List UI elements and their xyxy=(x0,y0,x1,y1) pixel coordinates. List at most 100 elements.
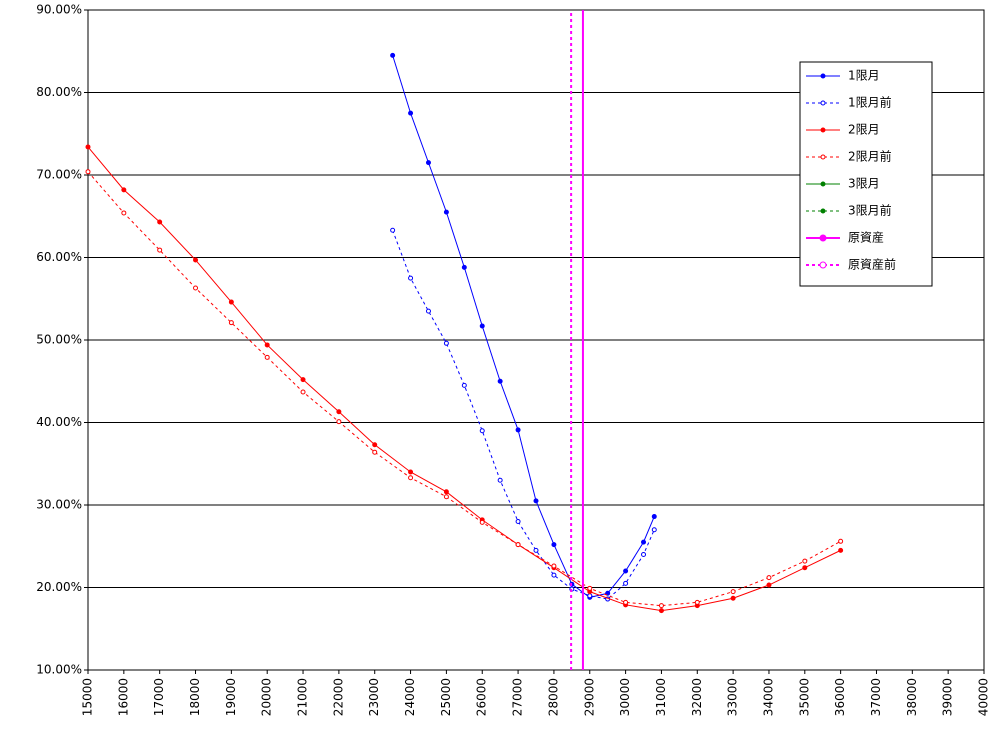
y-tick-label: 50.00% xyxy=(36,333,82,347)
point xyxy=(85,169,91,175)
point xyxy=(730,589,736,595)
point xyxy=(408,275,414,281)
x-tick-label: 27000 xyxy=(511,678,525,716)
x-tick-label: 22000 xyxy=(331,678,345,716)
point xyxy=(766,582,772,588)
point xyxy=(390,227,396,233)
point xyxy=(533,547,539,553)
x-tick-label: 34000 xyxy=(761,678,775,716)
point xyxy=(479,428,485,434)
x-tick-label: 25000 xyxy=(439,678,453,716)
x-tick-label: 37000 xyxy=(869,678,883,716)
point xyxy=(157,247,163,253)
point xyxy=(443,494,449,500)
legend-label: 1限月 xyxy=(848,69,880,83)
point xyxy=(443,489,449,495)
point xyxy=(641,539,647,545)
x-tick-label: 32000 xyxy=(690,678,704,716)
point xyxy=(651,527,657,533)
legend-label: 3限月 xyxy=(848,177,880,191)
x-tick-label: 30000 xyxy=(618,678,632,716)
point xyxy=(85,144,91,150)
point xyxy=(479,323,485,329)
point xyxy=(623,568,629,574)
x-tick-label: 26000 xyxy=(475,678,489,716)
series-line xyxy=(392,55,655,598)
x-tick-label: 31000 xyxy=(654,678,668,716)
legend-box xyxy=(799,61,933,287)
point xyxy=(551,542,557,548)
point xyxy=(838,538,844,544)
point xyxy=(658,603,664,609)
point xyxy=(264,342,270,348)
point xyxy=(372,449,378,455)
point xyxy=(479,519,485,525)
point xyxy=(497,477,503,483)
point xyxy=(408,110,414,116)
point xyxy=(461,382,467,388)
y-tick-label: 30.00% xyxy=(36,498,82,512)
point xyxy=(497,378,503,384)
point xyxy=(300,389,306,395)
legend-marker xyxy=(819,234,827,242)
y-tick-label: 90.00% xyxy=(36,3,82,17)
x-tick-label: 20000 xyxy=(260,678,274,716)
point xyxy=(515,427,521,433)
legend-label: 2限月 xyxy=(848,123,880,137)
point xyxy=(730,595,736,601)
point xyxy=(228,299,234,305)
x-tick-label: 40000 xyxy=(977,678,991,716)
point xyxy=(425,308,431,314)
point xyxy=(157,219,163,225)
point xyxy=(658,608,664,614)
x-tick-label: 15000 xyxy=(81,678,95,716)
point xyxy=(193,257,199,263)
point xyxy=(587,593,593,599)
point xyxy=(802,558,808,564)
point xyxy=(228,320,234,326)
point xyxy=(551,572,557,578)
point xyxy=(461,264,467,270)
point xyxy=(651,514,657,520)
x-tick-label: 33000 xyxy=(726,678,740,716)
y-tick-label: 70.00% xyxy=(36,168,82,182)
point xyxy=(515,542,521,548)
point xyxy=(443,340,449,346)
point xyxy=(605,590,611,596)
point xyxy=(408,475,414,481)
x-tick-label: 18000 xyxy=(188,678,202,716)
x-tick-label: 38000 xyxy=(905,678,919,716)
legend-label: 1限月前 xyxy=(848,95,892,110)
point xyxy=(336,409,342,415)
legend-label: 3限月前 xyxy=(848,203,892,218)
legend-marker xyxy=(820,181,826,187)
point xyxy=(121,187,127,193)
y-tick-label: 40.00% xyxy=(36,415,82,429)
legend-marker xyxy=(819,261,827,269)
x-tick-label: 29000 xyxy=(582,678,596,716)
point xyxy=(443,209,449,215)
point xyxy=(193,285,199,291)
legend-marker xyxy=(820,73,826,79)
point xyxy=(838,547,844,553)
point xyxy=(533,498,539,504)
legend-marker xyxy=(820,127,826,133)
x-tick-label: 39000 xyxy=(941,678,955,716)
legend-marker xyxy=(820,208,826,214)
point xyxy=(300,377,306,383)
point xyxy=(766,575,772,581)
point xyxy=(515,519,521,524)
x-tick-label: 24000 xyxy=(403,678,417,716)
point xyxy=(425,160,431,166)
point xyxy=(264,354,270,360)
point xyxy=(551,563,557,569)
legend-label: 2限月前 xyxy=(848,149,892,164)
y-tick-label: 10.00% xyxy=(36,663,82,677)
x-tick-label: 21000 xyxy=(296,678,310,716)
point xyxy=(390,52,396,58)
point xyxy=(121,210,127,216)
y-tick-label: 80.00% xyxy=(36,85,82,99)
y-tick-label: 20.00% xyxy=(36,580,82,594)
point xyxy=(623,599,629,605)
